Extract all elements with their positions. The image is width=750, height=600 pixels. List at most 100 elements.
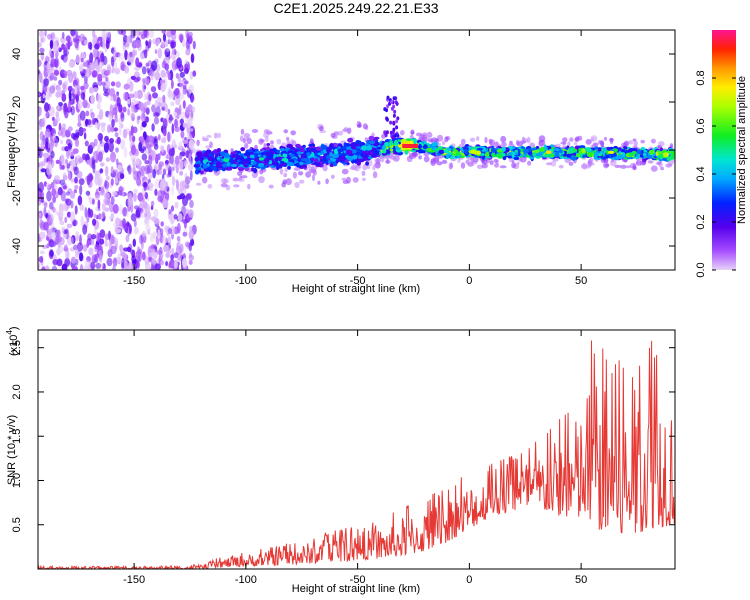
heatmap-ridge-cell (305, 158, 310, 164)
heatmap-halo-cell (552, 158, 559, 162)
heatmap-noise-cell (167, 131, 171, 143)
heatmap-noise-cell (174, 126, 180, 132)
heatmap-halo-cell (500, 135, 507, 143)
heatmap-ridge-cell (384, 142, 390, 146)
heatmap-halo-cell (207, 183, 213, 189)
heatmap-ridge-cell (277, 157, 282, 161)
colorbar-tick-label: 0.6 (695, 118, 707, 133)
heatmap-noise-cell (80, 215, 84, 227)
heatmap-noise-cell (39, 72, 43, 83)
heatmap-noise-cell (88, 209, 94, 218)
heatmap-noise-cell (50, 52, 55, 59)
heatmap-noise-cell (73, 166, 78, 171)
heatmap-ridge-cell (195, 161, 202, 166)
colorbar-tick-label: 0.8 (695, 70, 707, 85)
heatmap-noise-cell (41, 36, 46, 43)
heatmap-noise-cell (185, 106, 190, 115)
heatmap-noise-cell (184, 172, 188, 180)
heatmap-noise-cell (146, 100, 151, 106)
heatmap-noise-cell (59, 179, 66, 186)
heatmap-noise-cell (143, 30, 148, 38)
heatmap-noise-cell (52, 132, 56, 142)
heatmap-halo-cell (283, 129, 289, 134)
heatmap-noise-cell (101, 39, 106, 49)
heatmap-noise-cell (151, 104, 156, 113)
heatmap-noise-cell (157, 229, 161, 240)
heatmap-noise-cell (68, 61, 75, 68)
heatmap-noise-cell (120, 251, 125, 257)
heatmap-noise-cell (41, 265, 46, 270)
heatmap-halo-cell (286, 136, 290, 141)
heatmap-noise-cell (63, 184, 68, 190)
heatmap-noise-cell (138, 31, 145, 36)
heatmap-noise-cell (44, 30, 47, 37)
heatmap-noise-cell (78, 37, 84, 42)
heatmap-ridge-cell (455, 152, 460, 156)
heatmap-halo-cell (346, 127, 352, 134)
heatmap-ridge-cell (196, 151, 203, 158)
heatmap-noise-cell (66, 223, 73, 229)
heatmap-noise-cell (162, 94, 166, 103)
heatmap-ridge-cell (327, 160, 332, 164)
heatmap-halo-cell (400, 130, 405, 136)
heatmap-noise-cell (177, 222, 181, 234)
heatmap-noise-cell (91, 118, 95, 125)
heatmap-noise-cell (42, 152, 49, 158)
heatmap-ridge-cell (389, 140, 394, 146)
heatmap-noise-cell (170, 101, 175, 107)
heatmap-ridge-cell (480, 153, 485, 156)
heatmap-noise-cell (86, 175, 91, 186)
snr-x-tick-label: 50 (575, 574, 587, 586)
heatmap-noise-cell (108, 141, 114, 153)
heatmap-ridge-cell (606, 150, 610, 155)
heatmap-spike-cell (390, 100, 394, 104)
heatmap-noise-cell (96, 103, 101, 110)
heatmap-ridge-cell (333, 148, 339, 155)
heatmap-noise-cell (48, 183, 55, 189)
heatmap-noise-cell (104, 200, 111, 206)
heatmap-noise-cell (123, 83, 130, 90)
heatmap-x-tick-label: -50 (350, 275, 366, 287)
heatmap-noise-cell (107, 124, 111, 133)
heatmap-noise-cell (56, 104, 60, 111)
heatmap-x-tick-label: -150 (123, 275, 145, 287)
heatmap-noise-cell (71, 88, 76, 95)
heatmap-halo-cell (577, 135, 583, 141)
heatmap-x-ticks: -150 -100 -50 0 50 (123, 30, 587, 287)
colorbar-tick-label: 0.4 (695, 166, 707, 181)
heatmap-noise-cell (119, 173, 125, 180)
heatmap-ridge-cell (333, 163, 338, 167)
heatmap-noise-cell (60, 155, 65, 166)
heatmap-noise-cell (46, 236, 50, 241)
heatmap-halo-cell (244, 142, 249, 149)
heatmap-noise-cell (129, 249, 136, 255)
heatmap-noise-cell (177, 256, 182, 261)
heatmap-noise-cell (76, 90, 81, 97)
heatmap-noise-cell (174, 144, 178, 149)
heatmap-noise-cell (149, 30, 155, 38)
heatmap-noise-cell (43, 114, 47, 124)
heatmap-noise-cell (176, 195, 182, 200)
heatmap-noise-cell (117, 171, 123, 182)
heatmap-halo-cell (448, 162, 453, 170)
heatmap-noise-cell (94, 174, 100, 186)
snr-y-tick-label: 2.5 (11, 340, 23, 355)
heatmap-ridge-cell (355, 140, 361, 144)
heatmap-noise-cell (175, 50, 180, 58)
heatmap-noise-cell (139, 234, 144, 245)
heatmap-noise-cell (136, 170, 142, 179)
heatmap-noise-cell (116, 136, 121, 145)
heatmap-ridge-cell (438, 149, 445, 154)
heatmap-x-label: Height of straight line (km) (292, 283, 420, 295)
heatmap-noise-cell (90, 261, 96, 270)
heatmap-ridge-cell (263, 158, 270, 164)
colorbar-label: Normalized spectral amplitude (736, 76, 748, 224)
heatmap-noise-cell (177, 251, 183, 261)
heatmap-noise-cell (122, 44, 127, 52)
heatmap-noise-cell (126, 246, 132, 253)
heatmap-ridge-cell (513, 151, 519, 156)
heatmap-noise-cell (187, 31, 193, 38)
heatmap-noise-cell (82, 99, 88, 109)
heatmap-halo-cell (511, 162, 517, 169)
